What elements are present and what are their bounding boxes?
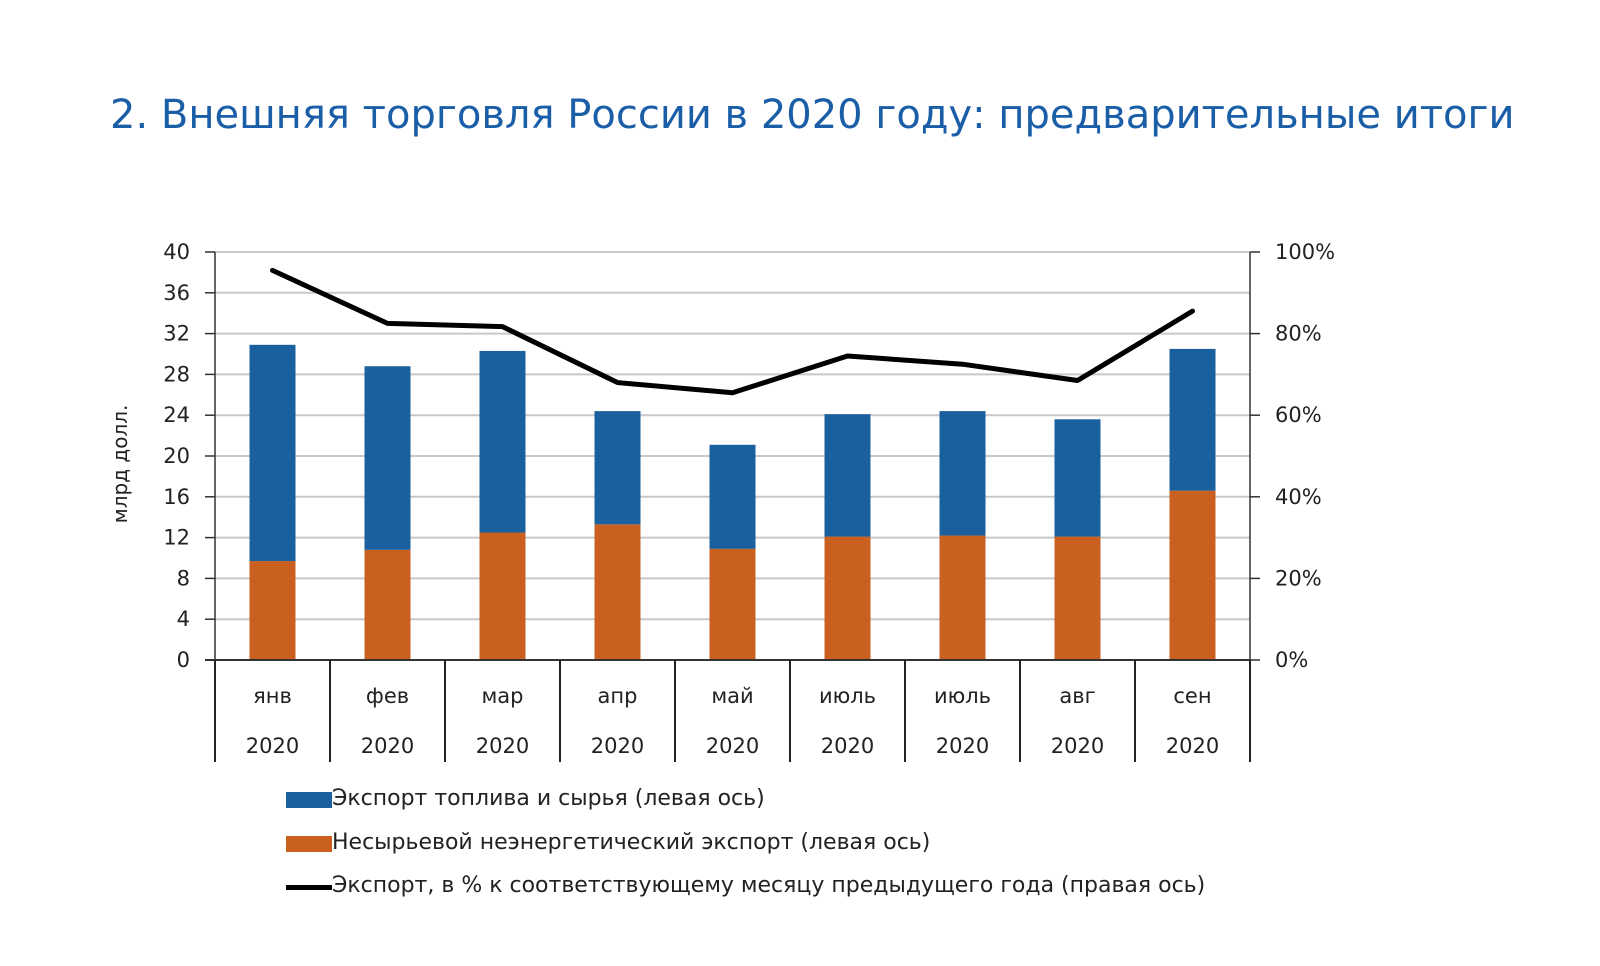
bar-nonfuel [709, 548, 756, 660]
y2-tick-label: 0% [1275, 648, 1308, 672]
bar-fuel [594, 411, 641, 525]
x-tick-label-year: 2020 [821, 734, 874, 758]
bar-fuel [939, 411, 986, 536]
bar-nonfuel [594, 524, 641, 660]
y-tick-label: 36 [163, 281, 190, 305]
bar-nonfuel [1169, 490, 1216, 660]
x-tick-label-year: 2020 [1166, 734, 1219, 758]
legend-line-export-pct [286, 885, 332, 890]
y2-tick-label: 80% [1275, 322, 1322, 346]
y-tick-label: 32 [163, 322, 190, 346]
x-tick-label-month: апр [598, 684, 638, 708]
x-tick-label-month: авг [1059, 684, 1095, 708]
bar-nonfuel [824, 536, 871, 660]
y-tick-label: 0 [177, 648, 190, 672]
x-tick-label-month: май [711, 684, 753, 708]
x-tick-label-month: фев [366, 684, 409, 708]
x-tick-label-year: 2020 [1051, 734, 1104, 758]
y-tick-label: 40 [163, 240, 190, 264]
y-tick-label: 4 [177, 607, 190, 631]
y-tick-label: 24 [163, 403, 190, 427]
y2-tick-label: 100% [1275, 240, 1335, 264]
bar-fuel [1054, 419, 1101, 537]
x-tick-label-year: 2020 [246, 734, 299, 758]
x-tick-label-month: сен [1173, 684, 1211, 708]
y-tick-label: 28 [163, 362, 190, 386]
bar-fuel [824, 414, 871, 537]
bar-fuel [1169, 348, 1216, 491]
legend-swatch-fuel [286, 792, 332, 808]
x-tick-label-month: июль [819, 684, 876, 708]
x-tick-label-year: 2020 [361, 734, 414, 758]
x-tick-label-month: мар [481, 684, 523, 708]
y-tick-label: 16 [163, 485, 190, 509]
legend-label-fuel: Экспорт топлива и сырья (левая ось) [332, 786, 765, 811]
bar-fuel [709, 444, 756, 549]
y2-tick-label: 40% [1275, 485, 1322, 509]
x-tick-label-year: 2020 [936, 734, 989, 758]
bar-nonfuel [364, 549, 411, 660]
bar-fuel [249, 344, 296, 562]
x-tick-label-year: 2020 [476, 734, 529, 758]
legend-label-export-pct: Экспорт, в % к соответствующему месяцу п… [332, 873, 1206, 898]
y2-tick-label: 60% [1275, 403, 1322, 427]
bar-nonfuel [939, 535, 986, 660]
y2-tick-label: 20% [1275, 566, 1322, 590]
y-axis-label: млрд долл. [108, 405, 132, 524]
bar-nonfuel [1054, 536, 1101, 660]
bar-fuel [364, 366, 411, 550]
line-series-export-pct [270, 267, 1195, 396]
bar-fuel [479, 350, 526, 533]
bar-nonfuel [479, 532, 526, 660]
x-tick-label-month: янв [253, 684, 292, 708]
y-tick-label: 12 [163, 526, 190, 550]
bar-nonfuel [249, 561, 296, 660]
legend-label-nonfuel: Несырьевой неэнергетический экспорт (лев… [332, 830, 931, 855]
y-tick-label: 8 [177, 566, 190, 590]
x-tick-label-year: 2020 [591, 734, 644, 758]
x-tick-label-month: июль [934, 684, 991, 708]
x-tick-label-year: 2020 [706, 734, 759, 758]
y-tick-label: 20 [163, 444, 190, 468]
page-title: 2. Внешняя торговля России в 2020 году: … [110, 92, 1515, 138]
legend-swatch-nonfuel [286, 836, 332, 852]
